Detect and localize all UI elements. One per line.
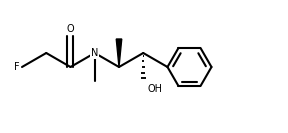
Polygon shape (116, 39, 122, 67)
Text: F: F (14, 62, 20, 72)
Text: N: N (91, 48, 98, 58)
Text: O: O (67, 24, 74, 34)
Text: OH: OH (147, 84, 162, 94)
